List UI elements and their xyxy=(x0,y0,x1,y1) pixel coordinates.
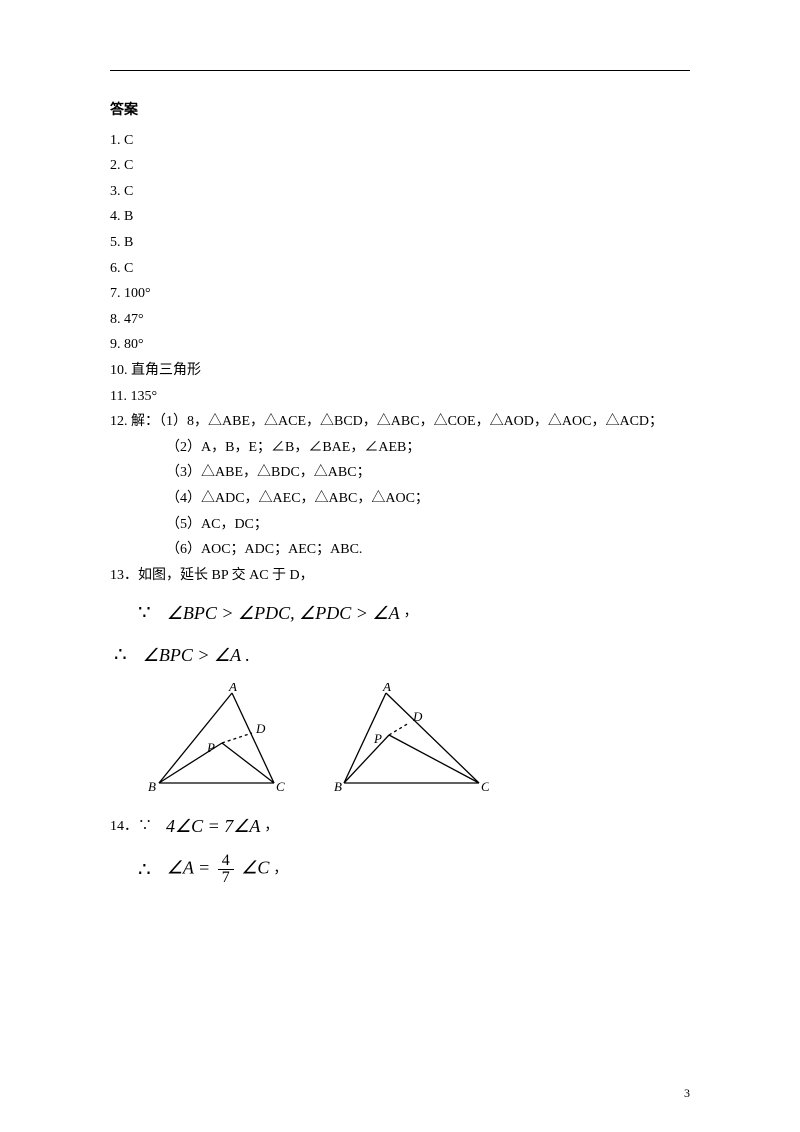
answer-line: 3. C xyxy=(110,182,690,202)
svg-text:A: A xyxy=(382,683,391,694)
q12-lead: 12. 解：（1）8，△ABE，△ACE，△BCD，△ABC，△COE，△AOD… xyxy=(110,412,690,432)
svg-text:P: P xyxy=(373,731,382,746)
answer-line: 1. C xyxy=(110,131,690,151)
q14-line1: 14．∵ 4∠C = 7∠A ， xyxy=(110,814,690,839)
q12-part: （2）A，B，E；∠B，∠BAE，∠AEB； xyxy=(166,438,690,458)
therefore-symbol: ∴ xyxy=(114,641,127,669)
svg-text:B: B xyxy=(334,779,342,793)
q13-lead: 13．如图，延长 BP 交 AC 于 D， xyxy=(110,566,690,586)
math-expr: ∠A = 4 7 ∠C xyxy=(167,853,270,886)
answer-line: 11. 135° xyxy=(110,387,690,407)
page-number: 3 xyxy=(684,1085,690,1102)
punct: ， xyxy=(404,603,418,623)
q13-line2: ∴ ∠BPC > ∠A . xyxy=(114,641,690,669)
math-expr: ∠BPC > ∠A . xyxy=(143,643,250,668)
section-title: 答案 xyxy=(110,101,690,121)
svg-text:D: D xyxy=(412,709,423,724)
q14-lead: 14．∵ xyxy=(110,817,152,837)
rule-top xyxy=(110,70,690,71)
triangle-figures: A B C P D A B C P D xyxy=(144,683,690,800)
answer-line: 8. 47° xyxy=(110,310,690,330)
fraction: 4 7 xyxy=(218,853,234,886)
svg-text:A: A xyxy=(228,683,237,694)
q12-part: （6）AOC；ADC；AEC；ABC. xyxy=(166,540,690,560)
answer-line: 7. 100° xyxy=(110,284,690,304)
triangle-2: A B C P D xyxy=(334,683,489,800)
q12-part: （4）△ADC，△AEC，△ABC，△AOC； xyxy=(166,489,690,509)
because-symbol: ∵ xyxy=(138,599,151,627)
svg-text:C: C xyxy=(481,779,489,793)
q12-part: （3）△ABE，△BDC，△ABC； xyxy=(166,463,690,483)
punct: ， xyxy=(273,860,287,880)
q13-line1: ∵ ∠BPC > ∠PDC, ∠PDC > ∠A ， xyxy=(138,599,690,627)
answer-line: 4. B xyxy=(110,207,690,227)
therefore-symbol: ∴ xyxy=(138,856,151,884)
answer-line: 5. B xyxy=(110,233,690,253)
answer-line: 6. C xyxy=(110,259,690,279)
math-expr: ∠BPC > ∠PDC, ∠PDC > ∠A xyxy=(167,601,400,626)
answer-line: 9. 80° xyxy=(110,335,690,355)
q14-line2: ∴ ∠A = 4 7 ∠C ， xyxy=(138,853,690,886)
punct: ， xyxy=(264,817,278,837)
math-expr: 4∠C = 7∠A xyxy=(166,814,260,839)
triangle-1: A B C P D xyxy=(144,683,294,800)
q12-part: （5）AC，DC； xyxy=(166,515,690,535)
answer-line: 2. C xyxy=(110,156,690,176)
svg-text:B: B xyxy=(148,779,156,793)
svg-text:C: C xyxy=(276,779,285,793)
svg-text:P: P xyxy=(206,740,215,755)
answer-line: 10. 直角三角形 xyxy=(110,361,690,381)
svg-text:D: D xyxy=(255,721,266,736)
